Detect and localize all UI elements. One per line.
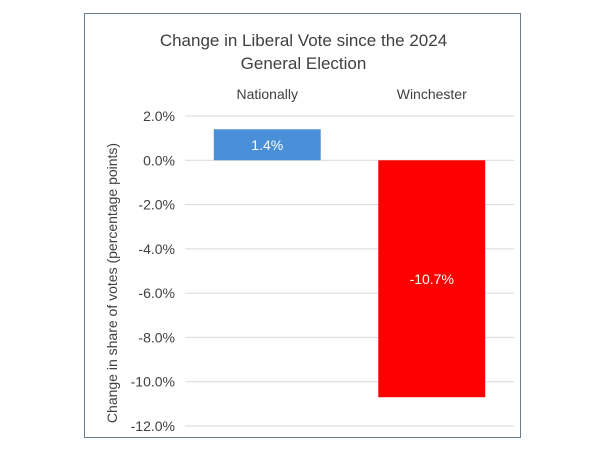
data-label: 1.4%: [251, 137, 283, 153]
y-tick-label: -2.0%: [138, 197, 175, 213]
y-tick-label: -10.0%: [131, 374, 175, 390]
chart-title-line: General Election: [241, 54, 367, 73]
y-tick-label: -8.0%: [138, 329, 175, 345]
bar-winchester: [378, 160, 486, 398]
category-label: Nationally: [237, 86, 298, 102]
y-tick-label: -12.0%: [131, 418, 175, 434]
category-label: Winchester: [397, 86, 467, 102]
y-tick-label: -6.0%: [138, 285, 175, 301]
data-label: -10.7%: [410, 271, 454, 287]
chart-title-line: Change in Liberal Vote since the 2024: [160, 31, 447, 50]
chart-frame: Change in Liberal Vote since the 2024 Gen…: [84, 13, 521, 438]
y-tick-label: 0.0%: [143, 152, 175, 168]
y-axis-label: Change in share of votes (percentage poi…: [104, 143, 120, 423]
bar-nationally: [213, 129, 321, 161]
y-tick-label: -4.0%: [138, 241, 175, 257]
y-tick-label: 2.0%: [143, 108, 175, 124]
